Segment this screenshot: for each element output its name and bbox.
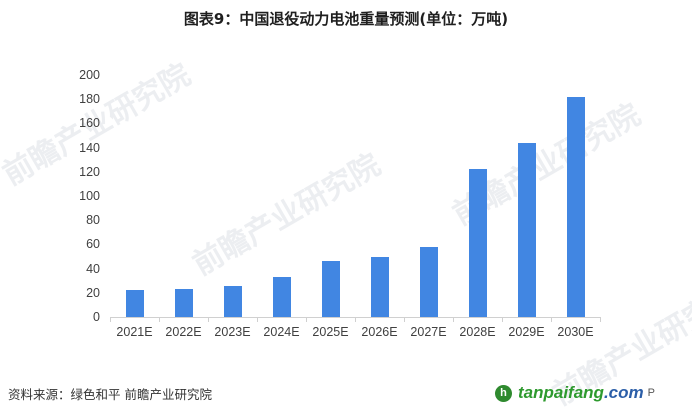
x-tick-label: 2029E bbox=[508, 325, 545, 339]
x-tick-label: 2026E bbox=[361, 325, 398, 339]
x-tick-label: 2024E bbox=[263, 325, 300, 339]
x-tick-label: 2028E bbox=[459, 325, 496, 339]
source-note: 资料来源：绿色和平 前瞻产业研究院 bbox=[8, 387, 212, 402]
x-tick-label: 2023E bbox=[214, 325, 251, 339]
bar-2024E bbox=[272, 277, 291, 317]
x-tick-mark bbox=[453, 317, 454, 322]
y-tick-label: 100 bbox=[79, 189, 100, 203]
x-tick-mark bbox=[404, 317, 405, 322]
bar-2029E bbox=[517, 142, 536, 317]
y-tick-label: 40 bbox=[86, 261, 100, 276]
y-tick-label: 140 bbox=[79, 140, 100, 155]
plot-area bbox=[110, 75, 600, 317]
x-tick-mark bbox=[306, 317, 307, 322]
bar-2028E bbox=[468, 169, 487, 317]
bar-2030E bbox=[566, 96, 585, 317]
y-tick-label: 120 bbox=[79, 164, 100, 179]
logo-icon: h bbox=[495, 384, 512, 402]
bar-2023E bbox=[223, 285, 242, 317]
y-tick-label: 60 bbox=[86, 237, 100, 252]
x-tick-label: 2030E bbox=[557, 325, 594, 339]
chart-title: 图表9：中国退役动力电池重量预测(单位：万吨) bbox=[183, 10, 509, 28]
x-tick-mark bbox=[257, 317, 258, 322]
x-tick-mark bbox=[110, 317, 111, 322]
x-tick-mark bbox=[502, 317, 503, 322]
x-tick-mark bbox=[208, 317, 209, 322]
y-tick-label: 0 bbox=[93, 310, 100, 324]
x-tick-mark bbox=[159, 317, 160, 322]
x-tick-label: 2022E bbox=[165, 325, 202, 339]
x-tick-label: 2021E bbox=[116, 325, 153, 339]
y-tick-label: 160 bbox=[79, 116, 100, 131]
logo-text: tanpaifang.com bbox=[518, 383, 644, 402]
x-tick-label: 2027E bbox=[410, 325, 447, 339]
bar-2025E bbox=[321, 261, 340, 317]
x-tick-label: 2025E bbox=[312, 325, 349, 339]
bar-2027E bbox=[419, 246, 438, 317]
y-tick-label: 80 bbox=[86, 213, 100, 228]
bar-2026E bbox=[370, 256, 389, 317]
y-tick-label: 180 bbox=[79, 92, 100, 107]
x-tick-mark bbox=[355, 317, 356, 322]
tanpaifang-logo: h tanpaifang.com P bbox=[495, 383, 655, 403]
logo-tail: P bbox=[647, 387, 655, 399]
bar-2021E bbox=[125, 290, 144, 317]
x-tick-mark bbox=[600, 317, 601, 322]
bar-2022E bbox=[174, 289, 193, 317]
y-tick-label: 200 bbox=[79, 68, 100, 82]
y-tick-label: 20 bbox=[86, 285, 100, 300]
x-tick-mark bbox=[551, 317, 552, 322]
